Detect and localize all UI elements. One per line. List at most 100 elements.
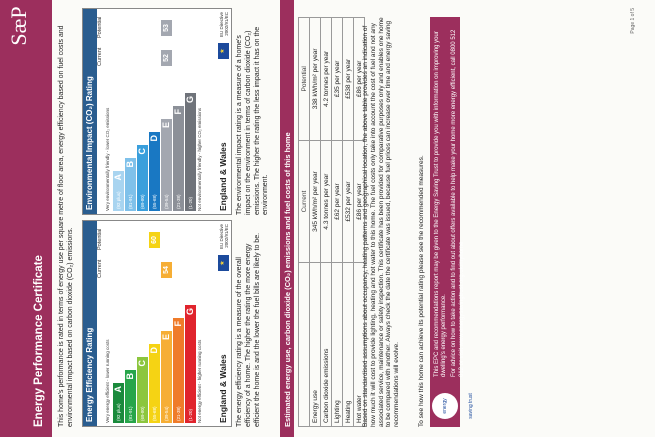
agency-logo: SæP bbox=[6, 6, 31, 46]
table-row: Energy use 345 kWh/m² per year 338 kWh/m² … bbox=[309, 17, 321, 427]
top-note: Very environmentally friendly - lower CO… bbox=[105, 107, 110, 211]
band-c: (69-80) C bbox=[137, 145, 148, 211]
potential-rating: 60 bbox=[149, 232, 160, 248]
costs-body: Energy use 345 kWh/m² per year 338 kWh/m² … bbox=[309, 17, 365, 427]
environmental-impact-panel: Environmental Impact (CO₂) Rating Curren… bbox=[82, 8, 232, 215]
current-header: Current bbox=[97, 47, 103, 66]
efficiency-description: The energy efficiency rating is a measur… bbox=[236, 232, 261, 427]
band-range: (69-80) bbox=[140, 406, 145, 421]
cell-label: Carbon dioxide emissions bbox=[320, 262, 332, 427]
band-range: (21-38) bbox=[176, 194, 181, 209]
see-measures-text: To see how this home can achieve its pot… bbox=[418, 155, 425, 427]
band-letter: F bbox=[173, 321, 183, 327]
band-f: (21-38) F bbox=[173, 106, 184, 211]
band-a: (92 plus) A bbox=[113, 171, 124, 211]
band-letter: A bbox=[113, 386, 123, 393]
cell-current: £532 per year bbox=[342, 140, 354, 263]
band-a: (92 plus) A bbox=[113, 383, 124, 423]
band-range: (39-54) bbox=[164, 406, 169, 421]
page-title: Energy Performance Certificate bbox=[33, 255, 45, 427]
band-range: (81-91) bbox=[128, 406, 133, 421]
potential-rating: 53 bbox=[161, 20, 172, 36]
cell-potential: £538 per year bbox=[342, 17, 354, 141]
band-g: (1-20) G bbox=[185, 305, 196, 423]
costs-heading: Estimated energy use, carbon dioxide (CO… bbox=[280, 0, 294, 437]
band-range: (55-68) bbox=[152, 406, 157, 421]
band-b: (81-91) B bbox=[125, 370, 136, 423]
current-rating: 54 bbox=[161, 262, 172, 278]
cell-current: 4.3 tonnes per year bbox=[320, 140, 332, 263]
cell-label: Heating bbox=[342, 262, 354, 427]
eu-flag-icon: ★ bbox=[218, 43, 229, 59]
band-range: (81-91) bbox=[128, 194, 133, 209]
band-b: (81-91) B bbox=[125, 158, 136, 211]
table-row: Lighting £62 per year £35 per year bbox=[331, 17, 343, 427]
band-g: (1-20) G bbox=[185, 93, 196, 211]
region-label: England & Wales bbox=[218, 142, 228, 211]
band-e: (39-54) E bbox=[161, 331, 172, 423]
potential-header: Potential bbox=[97, 16, 103, 38]
est-text-2: For advice on how to take action and to … bbox=[451, 29, 465, 377]
cell-potential: 338 kWh/m² per year bbox=[309, 17, 321, 141]
band-range: (92 plus) bbox=[116, 403, 121, 421]
band-d: (55-68) D bbox=[149, 344, 160, 423]
band-letter: C bbox=[137, 360, 147, 367]
cell-potential: 4.2 tonnes per year bbox=[320, 17, 332, 141]
top-note: Very energy efficient - lower running co… bbox=[105, 339, 110, 423]
band-c: (69-80) C bbox=[137, 357, 148, 423]
intro-text: This home's performance is rated in term… bbox=[58, 25, 74, 427]
band-f: (21-38) F bbox=[173, 318, 184, 423]
band-range: (39-54) bbox=[164, 194, 169, 209]
basis-text: Based on standardised assumptions about … bbox=[362, 17, 401, 427]
eu-directive: EU Directive 2002/91/EC bbox=[219, 12, 229, 38]
band-e: (39-54) E bbox=[161, 119, 172, 211]
panel-title: Environmental Impact (CO₂) Rating bbox=[83, 9, 97, 214]
est-text-1: This EPC and recommendations report may … bbox=[434, 31, 448, 377]
cell-current: £62 per year bbox=[331, 140, 343, 263]
cell-potential: £35 per year bbox=[331, 17, 343, 141]
band-range: (1-20) bbox=[188, 196, 193, 209]
current-column-header: Current bbox=[298, 140, 310, 263]
region-label: England & Wales bbox=[218, 354, 228, 423]
band-range: (92 plus) bbox=[116, 191, 121, 209]
bottom-note: Not energy efficient - higher running co… bbox=[197, 339, 202, 423]
eu-flag-icon: ★ bbox=[218, 255, 229, 271]
potential-header: Potential bbox=[97, 228, 103, 250]
blank-header bbox=[298, 262, 310, 427]
energy-saving-trust-logo-icon: energy saving trust bbox=[432, 393, 474, 419]
costs-table: Current Potential Energy use 345 kWh/m² p… bbox=[298, 17, 365, 427]
band-range: (1-20) bbox=[188, 408, 193, 421]
band-letter: G bbox=[185, 96, 195, 104]
band-letter: F bbox=[173, 109, 183, 115]
band-letter: B bbox=[125, 373, 135, 380]
band-letter: E bbox=[161, 334, 171, 341]
eu-directive: EU Directive 2002/91/EC bbox=[219, 224, 229, 250]
band-letter: A bbox=[113, 174, 123, 181]
energy-saving-trust-box: energy saving trust This EPC and recomme… bbox=[430, 17, 474, 427]
cell-current: 345 kWh/m² per year bbox=[309, 140, 321, 263]
current-rating: 52 bbox=[161, 50, 172, 66]
table-row: Heating £532 per year £538 per year bbox=[342, 17, 354, 427]
band-range: (21-38) bbox=[176, 406, 181, 421]
cell-label: Energy use bbox=[309, 262, 321, 427]
cell-label: Lighting bbox=[331, 262, 343, 427]
potential-column-header: Potential bbox=[298, 17, 310, 141]
header-banner: SæP Energy Performance Certificate bbox=[0, 0, 52, 437]
environment-description: The environmental impact rating is a mea… bbox=[236, 26, 270, 215]
band-d: (55-68) D bbox=[149, 132, 160, 211]
band-letter: B bbox=[125, 161, 135, 168]
band-letter: E bbox=[161, 122, 171, 129]
band-letter: C bbox=[137, 148, 147, 155]
page-number: Page 1 of 5 bbox=[630, 8, 636, 34]
table-row: Carbon dioxide emissions 4.3 tonnes per y… bbox=[320, 17, 332, 427]
band-range: (55-68) bbox=[152, 194, 157, 209]
current-header: Current bbox=[97, 259, 103, 278]
band-letter: D bbox=[149, 347, 159, 354]
bottom-note: Not environmentally friendly - higher CO… bbox=[197, 107, 202, 211]
band-letter: G bbox=[185, 308, 195, 316]
band-letter: D bbox=[149, 135, 159, 142]
energy-efficiency-panel: Energy Efficiency Rating Current Potenti… bbox=[82, 220, 232, 427]
panel-title: Energy Efficiency Rating bbox=[83, 221, 97, 426]
band-range: (69-80) bbox=[140, 194, 145, 209]
